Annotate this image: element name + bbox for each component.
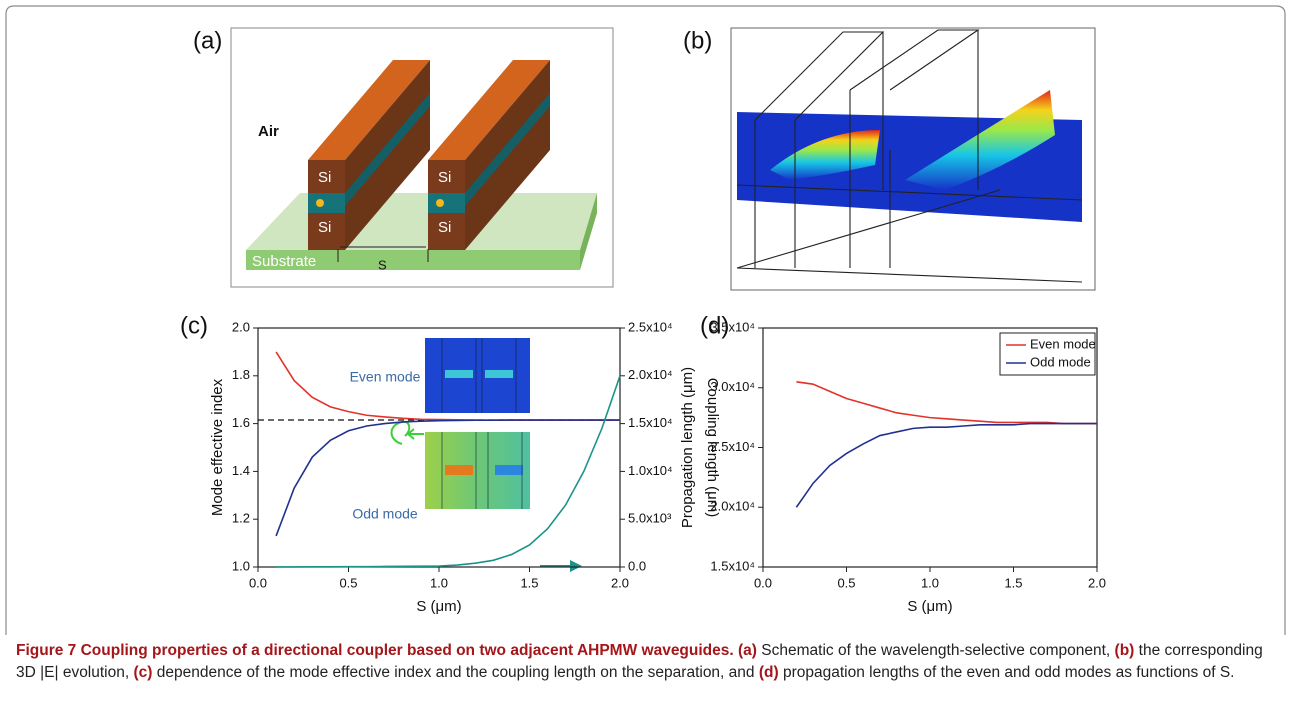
figure-border <box>5 5 1286 635</box>
y-tick-label: 2.5x10⁴ <box>710 439 755 454</box>
caption-text: propagation lengths of the even and odd … <box>782 664 1235 681</box>
y2-tick-label: 1.0x10⁴ <box>628 463 673 478</box>
x-tick-label: 1.5 <box>1004 575 1022 590</box>
field-3d <box>730 27 1096 291</box>
caption-label: (c) <box>133 664 153 681</box>
caption-text: dependence of the mode effective index a… <box>156 664 755 681</box>
x-tick-label: 0.0 <box>249 575 267 590</box>
schematic-label: Si <box>318 219 331 236</box>
insets <box>390 338 582 572</box>
caption-label: (b) <box>1114 642 1135 659</box>
legend-label: Even mode <box>1030 336 1096 351</box>
panel-label: (b) <box>683 27 712 54</box>
x-tick-label: 2.0 <box>611 575 629 590</box>
y-axis-label: Propagation length (μm) <box>679 367 696 528</box>
schematic-label: Air <box>258 123 279 140</box>
x-tick-label: 0.5 <box>837 575 855 590</box>
y-axis-label: Mode effective index <box>209 378 226 516</box>
caption-title: Figure 7 Coupling properties of a direct… <box>16 642 734 659</box>
caption-text: the corresponding 3D |E| evolution, <box>16 642 1263 681</box>
x-axis-label: S (μm) <box>416 598 461 615</box>
series-annotation: Even mode <box>350 369 421 385</box>
series-line <box>796 380 1097 425</box>
legend-box <box>999 332 1096 376</box>
caption-text: Schematic of the wavelength-selective co… <box>761 642 1111 659</box>
schematic: Air Si Si Si Si Substrate S <box>230 27 614 288</box>
y-tick-label: 2.0x10⁴ <box>710 499 755 514</box>
x-tick-label: 1.5 <box>520 575 538 590</box>
series-line <box>795 422 1097 508</box>
y-tick-label: 2.0 <box>232 319 250 334</box>
y-tick-label: 1.5x10⁴ <box>710 558 755 573</box>
series-annotation: Odd mode <box>352 506 418 522</box>
schematic-label: Si <box>318 169 331 186</box>
schematic-label: S <box>378 257 387 272</box>
y-tick-label: 1.4 <box>232 463 250 478</box>
caption: Figure 7 Coupling properties of a direct… <box>16 640 1276 684</box>
x-tick-label: 0.5 <box>339 575 357 590</box>
x-tick-label: 0.0 <box>754 575 772 590</box>
panel-label: (c) <box>180 312 208 339</box>
x-tick-label: 1.0 <box>921 575 939 590</box>
caption-label: (a) <box>738 642 757 659</box>
y-tick-label: 1.2 <box>232 511 250 526</box>
schematic-label: Si <box>438 219 451 236</box>
y2-tick-label: 0.0 <box>628 558 646 573</box>
y-tick-label: 3.0x10⁴ <box>710 379 755 394</box>
y-tick-label: 1.0 <box>232 558 250 573</box>
y-tick-label: 3.5x10⁴ <box>710 319 755 334</box>
series-line <box>275 419 620 537</box>
x-tick-label: 2.0 <box>1088 575 1106 590</box>
y2-axis-label: Coupling length (μm) <box>704 378 721 518</box>
x-axis-label: S (μm) <box>907 598 952 615</box>
schematic-label: Substrate <box>252 253 316 270</box>
y2-tick-label: 2.0x10⁴ <box>628 367 673 382</box>
series-line <box>276 375 621 568</box>
schematic-label: Si <box>438 169 451 186</box>
legend-label: Odd mode <box>1030 354 1091 369</box>
y2-tick-label: 1.5x10⁴ <box>628 415 673 430</box>
y2-tick-label: 2.5x10⁴ <box>628 319 673 334</box>
y-tick-label: 1.6 <box>232 415 250 430</box>
y2-tick-label: 5.0x10³ <box>628 511 672 526</box>
caption-label: (d) <box>758 664 779 681</box>
x-tick-label: 1.0 <box>430 575 448 590</box>
figure-panels: (a) (b) (c) (d) Air Si <box>5 5 1286 635</box>
panel-label: (a) <box>193 27 222 54</box>
y-tick-label: 1.8 <box>232 367 250 382</box>
panel-label: (d) <box>700 312 729 339</box>
